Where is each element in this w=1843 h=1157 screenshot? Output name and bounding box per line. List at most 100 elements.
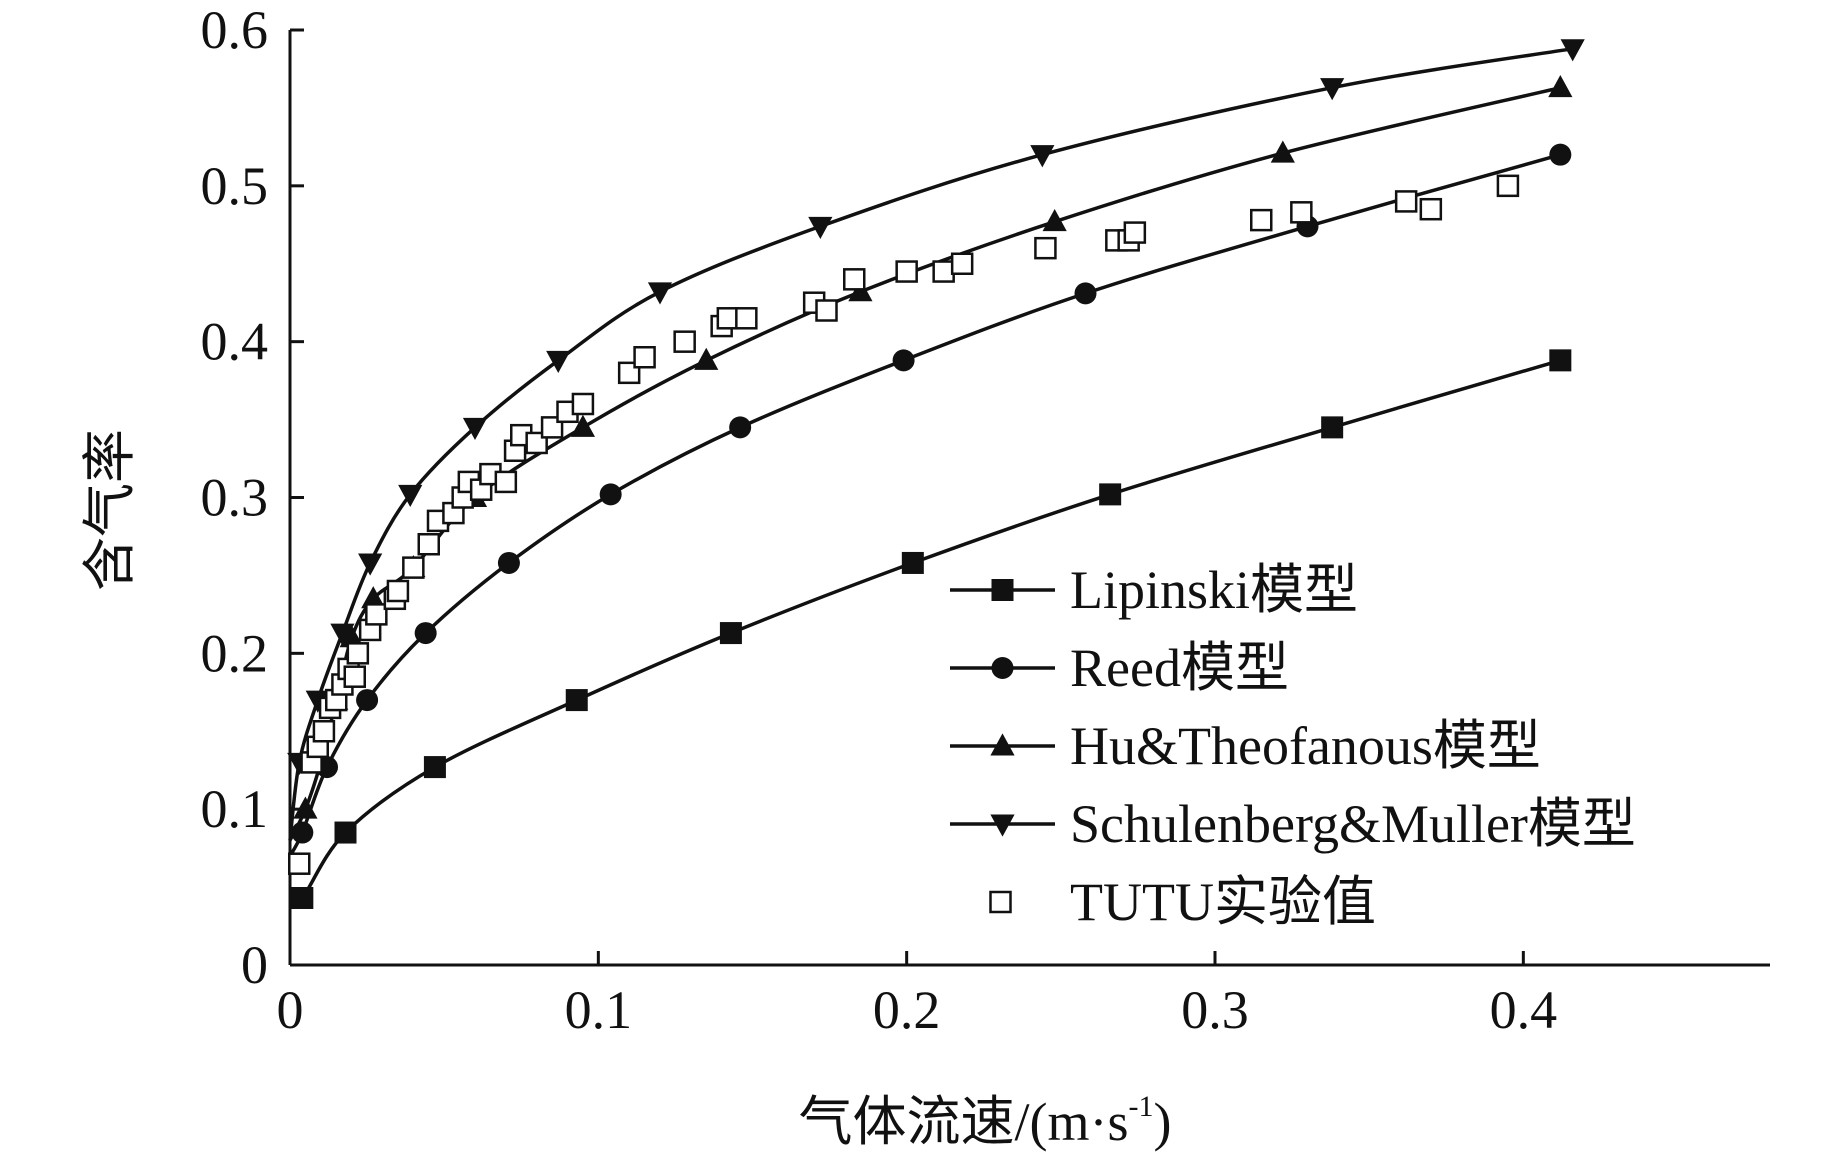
legend-item: Lipinski模型 (950, 560, 1358, 620)
x-tick-label: 0.1 (565, 980, 633, 1040)
data-point-triangle-up (339, 625, 364, 648)
data-point-open-square (932, 260, 955, 283)
data-point-triangle-down (808, 216, 833, 239)
y-axis-ticks: 0 0.1 0.2 0.3 0.4 0.5 0.6 (201, 0, 304, 995)
y-axis-title: 含气率 (80, 429, 140, 591)
data-point-triangle-down (358, 553, 383, 576)
data-point-open-square (365, 603, 388, 626)
data-point-square (1549, 349, 1572, 372)
data-point-triangle-down (462, 417, 488, 441)
x-tick-label: 0 (277, 980, 304, 1040)
data-point-circle (599, 483, 622, 506)
data-point-square (719, 622, 742, 645)
data-point-open-square (1419, 197, 1443, 221)
data-point-open-square (989, 890, 1012, 914)
data-point-open-square (815, 299, 838, 322)
data-point-open-square (343, 665, 366, 688)
data-point-triangle-down (1560, 39, 1585, 62)
data-point-square (334, 821, 357, 844)
data-point-square (1321, 416, 1344, 439)
x-tick-label: 0.3 (1181, 980, 1249, 1040)
data-point-square (291, 886, 314, 909)
data-point-circle (356, 689, 379, 712)
data-point-open-square (716, 307, 740, 330)
x-tick-label: 0.2 (873, 980, 941, 1040)
x-tick-label: 0.4 (1490, 980, 1558, 1040)
data-point-triangle-up (990, 733, 1015, 756)
legend-label: Lipinski模型 (1070, 560, 1358, 620)
data-point-triangle-down (546, 350, 571, 374)
data-point-triangle-up (1270, 140, 1295, 163)
data-point-triangle-down (305, 690, 330, 713)
data-point-triangle-up (1042, 209, 1067, 232)
series-4 (288, 174, 1520, 875)
data-point-triangle-up (570, 414, 596, 437)
y-tick-label: 0.6 (201, 0, 269, 60)
data-point-open-square (288, 852, 311, 875)
x-axis-title-close: ) (1154, 1092, 1172, 1152)
data-point-square (565, 689, 588, 712)
data-point-open-square (633, 346, 656, 369)
series-line (288, 153, 1561, 857)
data-point-square (991, 579, 1014, 601)
data-point-square (423, 756, 446, 779)
data-point-open-square (402, 556, 425, 579)
data-point-open-square (1250, 208, 1273, 232)
legend-label: Hu&Theofanous模型 (1070, 716, 1541, 776)
data-point-circle (414, 622, 437, 645)
data-point-open-square (494, 470, 518, 494)
x-axis-ticks: 0 0.1 0.2 0.3 0.4 (277, 951, 1558, 1040)
y-tick-label: 0.5 (201, 156, 269, 216)
data-point-open-square (1034, 236, 1057, 260)
data-point-circle (991, 657, 1014, 679)
y-tick-label: 0 (241, 935, 268, 995)
data-point-open-square (895, 260, 918, 283)
series-line (288, 46, 1573, 841)
data-point-open-square (1290, 201, 1313, 224)
x-axis-title-superscript: -1 (1129, 1090, 1154, 1123)
data-point-square (1099, 483, 1122, 506)
legend-item: Reed模型 (950, 638, 1289, 698)
data-point-open-square (312, 720, 336, 743)
data-point-triangle-up (293, 796, 318, 819)
data-point-triangle-down (1030, 145, 1055, 168)
data-point-circle (729, 416, 752, 439)
data-point-open-square (1394, 190, 1418, 213)
legend-label: TUTU实验值 (1070, 872, 1376, 932)
data-point-open-square (673, 330, 696, 353)
data-point-open-square (386, 579, 410, 603)
x-axis-title-main: 气体流速/(m·s (799, 1092, 1129, 1152)
data-point-triangle-down (398, 484, 423, 508)
data-point-triangle-up (361, 586, 386, 609)
data-point-open-square (950, 252, 974, 275)
series-0 (289, 349, 1572, 909)
legend-item: Schulenberg&Muller模型 (950, 794, 1636, 854)
series-3 (287, 39, 1585, 841)
data-point-open-square (735, 307, 758, 330)
legend-label: Schulenberg&Muller模型 (1070, 794, 1636, 854)
y-tick-label: 0.3 (201, 468, 269, 528)
data-point-open-square (417, 533, 440, 556)
data-point-open-square (1496, 174, 1520, 198)
data-point-open-square (1123, 221, 1147, 244)
data-point-circle (892, 349, 915, 372)
data-point-triangle-up (1548, 75, 1573, 98)
plot-area (287, 39, 1585, 909)
y-tick-label: 0.4 (201, 312, 269, 372)
legend-label: Reed模型 (1070, 638, 1289, 698)
data-point-triangle-down (1320, 78, 1345, 101)
data-point-circle (1549, 143, 1572, 166)
legend-item: Hu&Theofanous模型 (950, 716, 1541, 776)
data-point-circle (1074, 282, 1097, 305)
x-axis-title: 气体流速/(m·s-1) (799, 1090, 1172, 1152)
data-point-open-square (843, 268, 866, 291)
data-point-triangle-down (330, 623, 355, 646)
data-point-triangle-down (647, 282, 673, 305)
data-point-circle (497, 551, 520, 574)
data-point-open-square (571, 392, 595, 416)
series-1 (288, 143, 1572, 857)
data-point-open-square (346, 642, 370, 665)
legend: Lipinski模型 Reed模型 Hu&Theofanous模型 Schulenbe… (950, 560, 1636, 932)
data-point-triangle-up (694, 347, 719, 370)
